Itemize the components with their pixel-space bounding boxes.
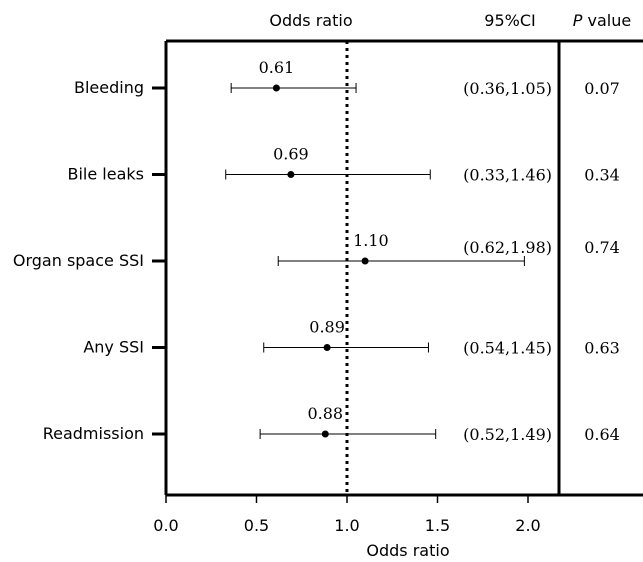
ci-text: (0.62,1.98) [463, 238, 552, 257]
x-tick-label: 0.5 [244, 516, 269, 535]
x-axis-ticks: 0.0 0.5 1.0 1.5 2.0 [153, 495, 541, 535]
point-estimate [323, 344, 331, 351]
point-estimate [287, 171, 295, 178]
or-value-label: 0.61 [259, 58, 295, 77]
row-label: Readmission [43, 424, 144, 443]
top-axis-label: Odds ratio [269, 11, 352, 30]
row-label: Bile leaks [68, 165, 145, 184]
p-value-header-rest: value [582, 11, 631, 30]
ci-text: (0.52,1.49) [463, 425, 552, 444]
x-axis-label: Odds ratio [366, 541, 449, 560]
point-estimate [361, 257, 369, 265]
ci-text: (0.54,1.45) [463, 339, 552, 358]
row-label: Any SSI [83, 338, 144, 357]
or-value-label: 0.88 [307, 404, 343, 423]
forest-row: Any SSI 0.89 (0.54,1.45) 0.63 [83, 318, 619, 358]
point-estimate [272, 84, 280, 92]
row-label: Bleeding [74, 78, 144, 97]
forest-rows: Bleeding 0.61 (0.36,1.05) 0.07 Bile leaks 0.6… [13, 58, 620, 444]
p-value-text: 0.63 [584, 339, 620, 358]
x-tick-label: 0.0 [153, 516, 178, 535]
forest-row: Organ space SSI 1.10 (0.62,1.98) 0.74 [13, 231, 620, 270]
p-value-header-italic: P [573, 11, 583, 30]
ci-header: 95%CI [484, 11, 535, 30]
p-value-text: 0.34 [584, 166, 620, 185]
or-value-label: 0.89 [309, 318, 345, 337]
row-label: Organ space SSI [13, 251, 144, 270]
ci-text: (0.36,1.05) [463, 79, 552, 98]
p-value-header: P value [573, 11, 631, 30]
forest-row: Bile leaks 0.69 (0.33,1.46) 0.34 [68, 145, 620, 185]
forest-row: Bleeding 0.61 (0.36,1.05) 0.07 [74, 58, 620, 98]
x-tick-label: 1.0 [334, 516, 359, 535]
ci-text: (0.33,1.46) [463, 166, 552, 185]
p-value-text: 0.74 [584, 238, 620, 257]
x-tick-label: 2.0 [515, 516, 540, 535]
or-value-label: 0.69 [273, 145, 309, 164]
x-tick-label: 1.5 [425, 516, 450, 535]
p-value-text: 0.07 [584, 79, 620, 98]
p-value-text: 0.64 [584, 425, 620, 444]
point-estimate [321, 430, 329, 438]
forest-row: Readmission 0.88 (0.52,1.49) 0.64 [43, 404, 620, 444]
or-value-label: 1.10 [353, 231, 389, 250]
